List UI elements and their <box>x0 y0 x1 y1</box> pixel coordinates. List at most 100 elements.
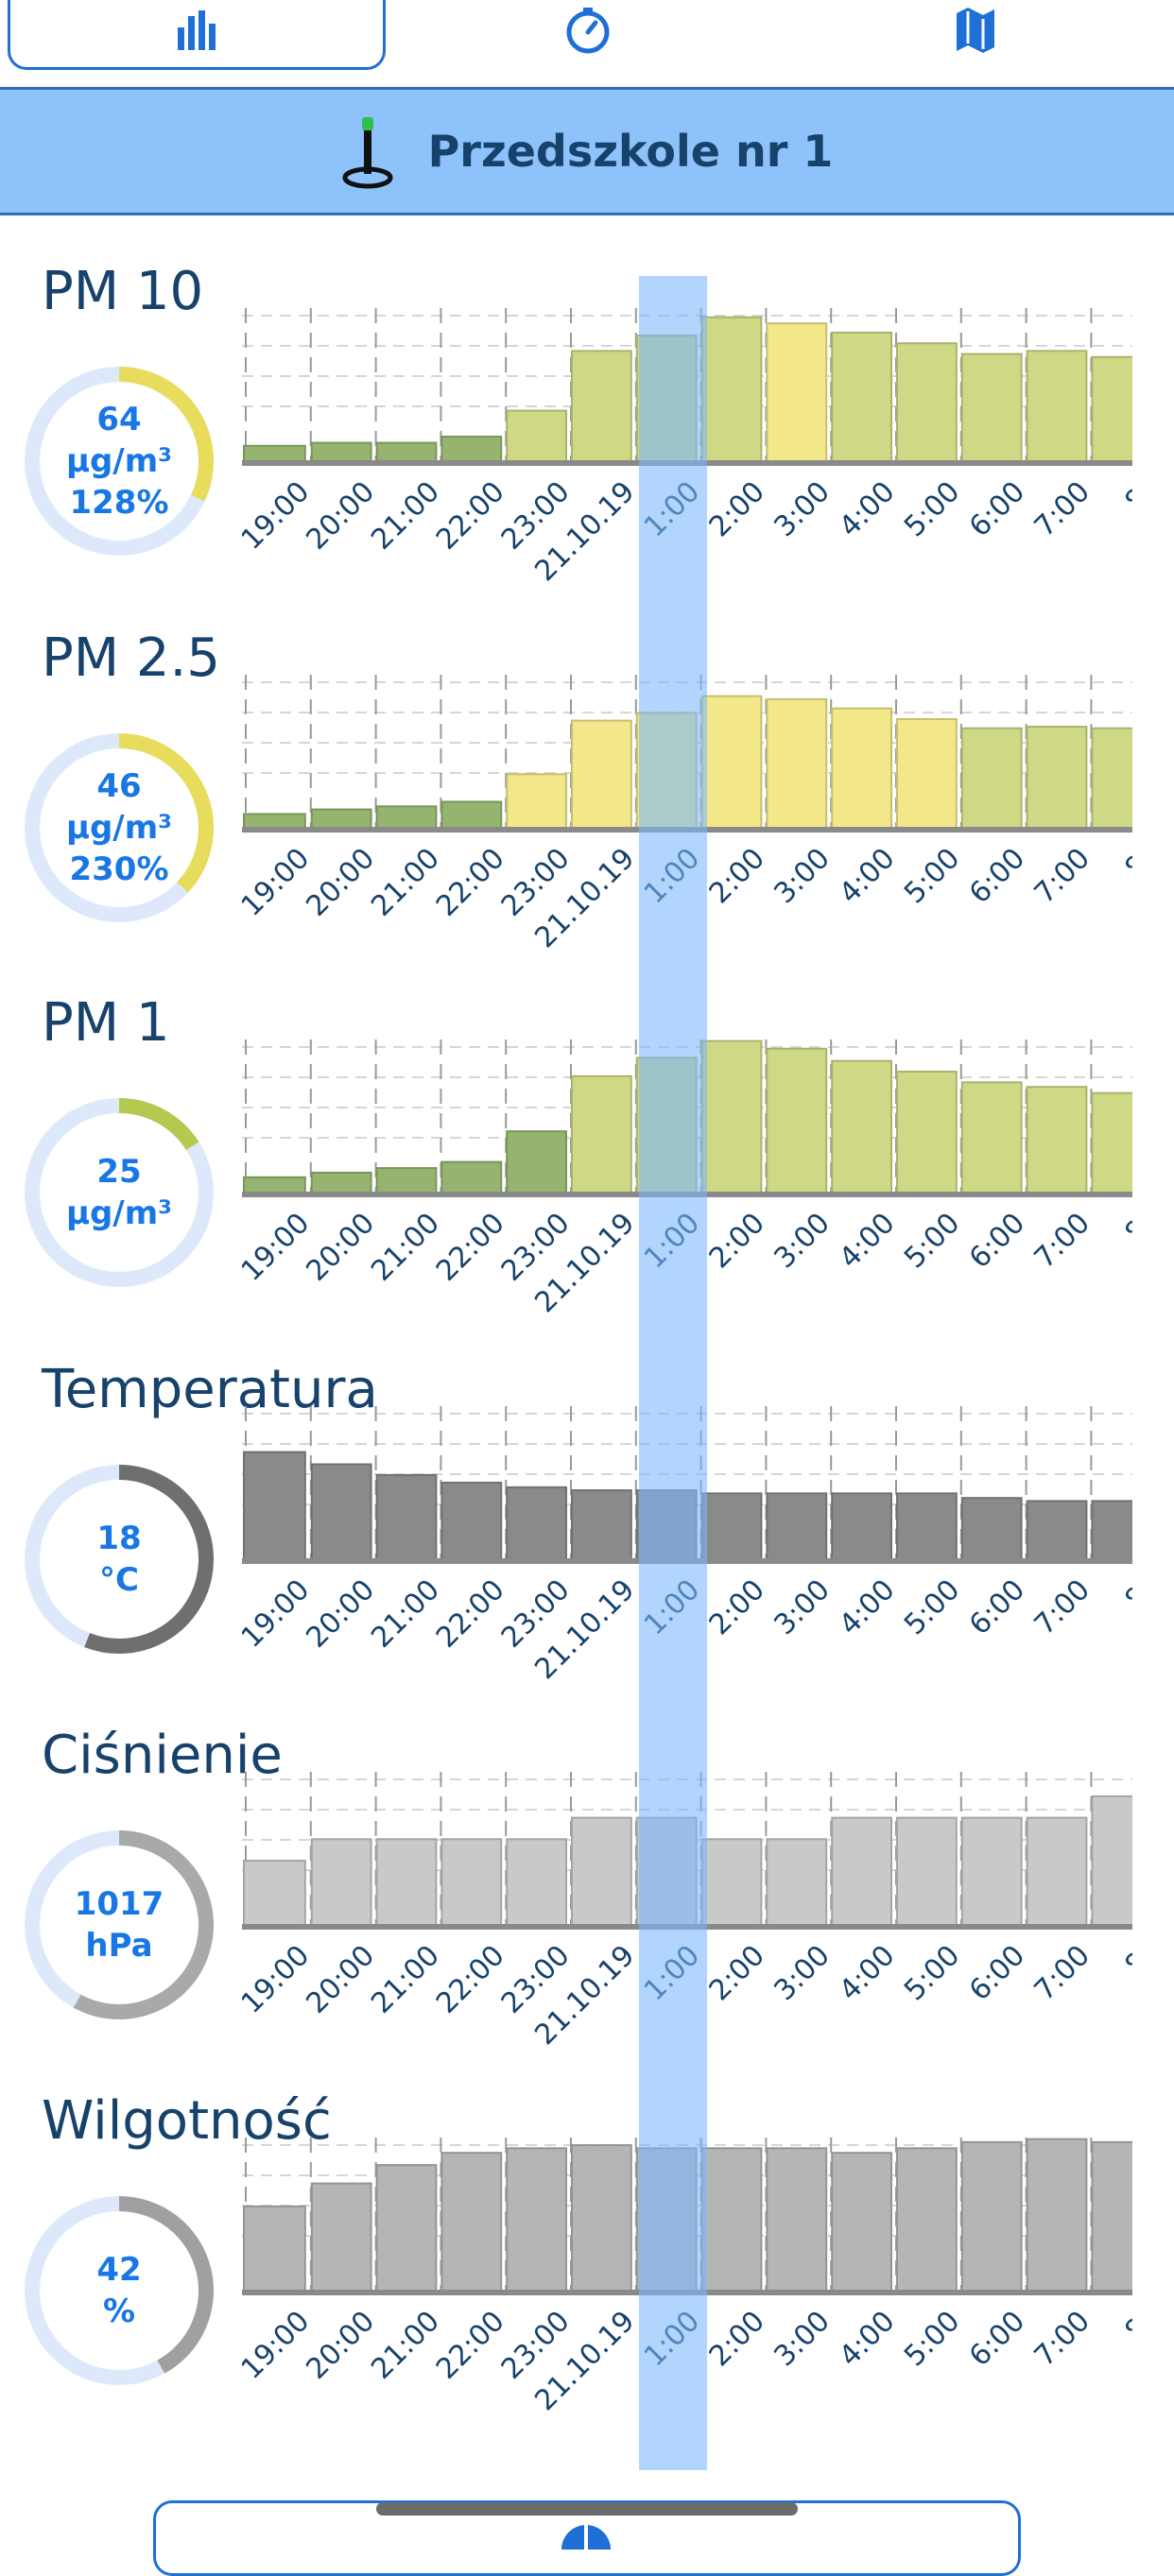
tick-label: 8: <box>1118 1939 1132 1982</box>
gauge-unit: µg/m³ <box>65 442 173 480</box>
tick-label: 22:00 <box>430 1939 511 2020</box>
tick-label: 3:00 <box>768 2305 836 2373</box>
tick-label: 1:00 <box>638 2305 706 2373</box>
gauge <box>25 1098 214 1287</box>
stopwatch-icon <box>566 8 610 54</box>
gauge-unit: µg/m³ <box>65 809 173 847</box>
gauge-value: 1017 <box>74 1885 164 1923</box>
tick-label: 20:00 <box>300 2305 381 2386</box>
tab-map[interactable] <box>786 0 1165 70</box>
tick-label: 21:00 <box>365 1207 446 1288</box>
tick-label: 8: <box>1118 842 1132 884</box>
bar <box>506 409 568 462</box>
gauge-arc <box>73 1830 214 2019</box>
tick-label: 4:00 <box>833 475 901 543</box>
bar <box>310 1171 372 1194</box>
bar <box>375 2164 438 2292</box>
bar-chart[interactable]: 019:0020:0021:0022:0023:0021.10.191:002:… <box>242 1359 1132 1724</box>
bar <box>440 1160 503 1194</box>
bar <box>506 1838 568 1926</box>
tab-timer[interactable] <box>399 0 777 70</box>
bar <box>700 1838 763 1926</box>
bar <box>375 1473 438 1560</box>
tick-label: 20:00 <box>300 1573 381 1655</box>
bar <box>571 2144 632 2292</box>
tick-label: 21:00 <box>365 475 446 557</box>
bar <box>831 331 893 462</box>
tick-label: 5:00 <box>898 2305 966 2373</box>
tick-label: 7:00 <box>1028 842 1096 910</box>
tick-label: 7:00 <box>1028 1573 1096 1641</box>
tick-label: 3:00 <box>768 475 836 543</box>
gauge-percent: 128% <box>69 484 169 522</box>
tick-label: 7:00 <box>1028 2305 1096 2373</box>
bar <box>571 350 632 462</box>
bar <box>896 1071 958 1194</box>
tick-label: 3:00 <box>768 842 836 910</box>
bar <box>310 1838 372 1926</box>
bar <box>440 436 503 463</box>
bar-chart[interactable]: 019:0020:0021:0022:0023:0021.10.191:002:… <box>242 992 1132 1357</box>
pie-chart-icon[interactable] <box>558 2521 614 2550</box>
tick-label: 5:00 <box>898 1573 966 1641</box>
bar <box>700 695 763 830</box>
bar <box>1026 1086 1088 1194</box>
bar <box>896 2147 958 2293</box>
section-title: PM 10 <box>42 261 204 322</box>
bar <box>896 717 958 829</box>
tick-label: 0 <box>242 1207 251 1243</box>
tick-label: 5:00 <box>898 842 966 910</box>
bar <box>506 1485 568 1560</box>
tick-label: 5:00 <box>898 1207 966 1275</box>
bar <box>700 1039 763 1194</box>
bar <box>766 1838 828 1926</box>
bar <box>700 1492 763 1560</box>
bar <box>1026 1500 1088 1561</box>
bar-chart[interactable]: 019:0020:0021:0022:0023:0021.10.191:002:… <box>242 1725 1132 2089</box>
gauge <box>25 367 214 556</box>
bar <box>1026 2138 1088 2293</box>
tick-label: 5:00 <box>898 475 966 543</box>
tick-label: 22:00 <box>430 2305 511 2386</box>
bar <box>440 2152 503 2292</box>
bar <box>960 1081 1023 1194</box>
bar <box>635 1056 698 1194</box>
tick-label: 20:00 <box>300 1207 381 1288</box>
bar-chart[interactable]: 019:0020:0021:0022:0023:0021.10.191:002:… <box>242 627 1132 992</box>
tick-label: 7:00 <box>1028 1207 1096 1275</box>
bar <box>1091 2140 1132 2292</box>
tick-label: 0 <box>242 1939 251 1975</box>
tick-label: 22:00 <box>430 842 511 923</box>
bar <box>506 1130 568 1194</box>
gauge-arc <box>118 2196 214 2374</box>
pressure-section: Ciśnienie 1017 hPa 0 19:00 20:00 21:00 22:00… <box>0 1725 1174 2089</box>
tick-label: 8: <box>1118 475 1132 518</box>
bar <box>571 1489 632 1561</box>
section-title: Temperatura <box>42 1359 378 1420</box>
pm25-section: PM 2.5 46 µg/m³ 230% 0 19:00 20:00 21:00 22:… <box>0 627 1174 992</box>
gauge-unit: µg/m³ <box>65 1194 173 1232</box>
tick-label: 2:00 <box>703 1939 771 2007</box>
tick-label: 2:00 <box>703 842 771 910</box>
bar <box>310 441 372 462</box>
tick-label: 8: <box>1118 2305 1132 2347</box>
gauge-percent: 230% <box>69 850 169 888</box>
tab-charts[interactable] <box>8 0 386 70</box>
bar <box>960 2140 1023 2292</box>
bar <box>375 1838 438 1926</box>
bar <box>1091 727 1132 829</box>
bar-chart[interactable]: 019:0020:0021:0022:0023:0021.10.191:002:… <box>242 2090 1132 2455</box>
bar <box>766 1492 828 1560</box>
tick-label: 4:00 <box>833 1573 901 1641</box>
tick-label: 20:00 <box>300 475 381 557</box>
bar <box>700 2147 763 2293</box>
bar <box>635 1816 698 1926</box>
bar <box>896 1816 958 1926</box>
bar <box>635 1489 698 1561</box>
tick-label: 20:00 <box>300 842 381 923</box>
gauge <box>25 1830 214 2019</box>
bar <box>960 1816 1023 1926</box>
bar <box>831 2152 893 2292</box>
tick-label: 21:00 <box>365 1573 446 1655</box>
bar-chart[interactable]: 019:0020:0021:0022:0023:0021.10.191:002:… <box>242 261 1132 626</box>
